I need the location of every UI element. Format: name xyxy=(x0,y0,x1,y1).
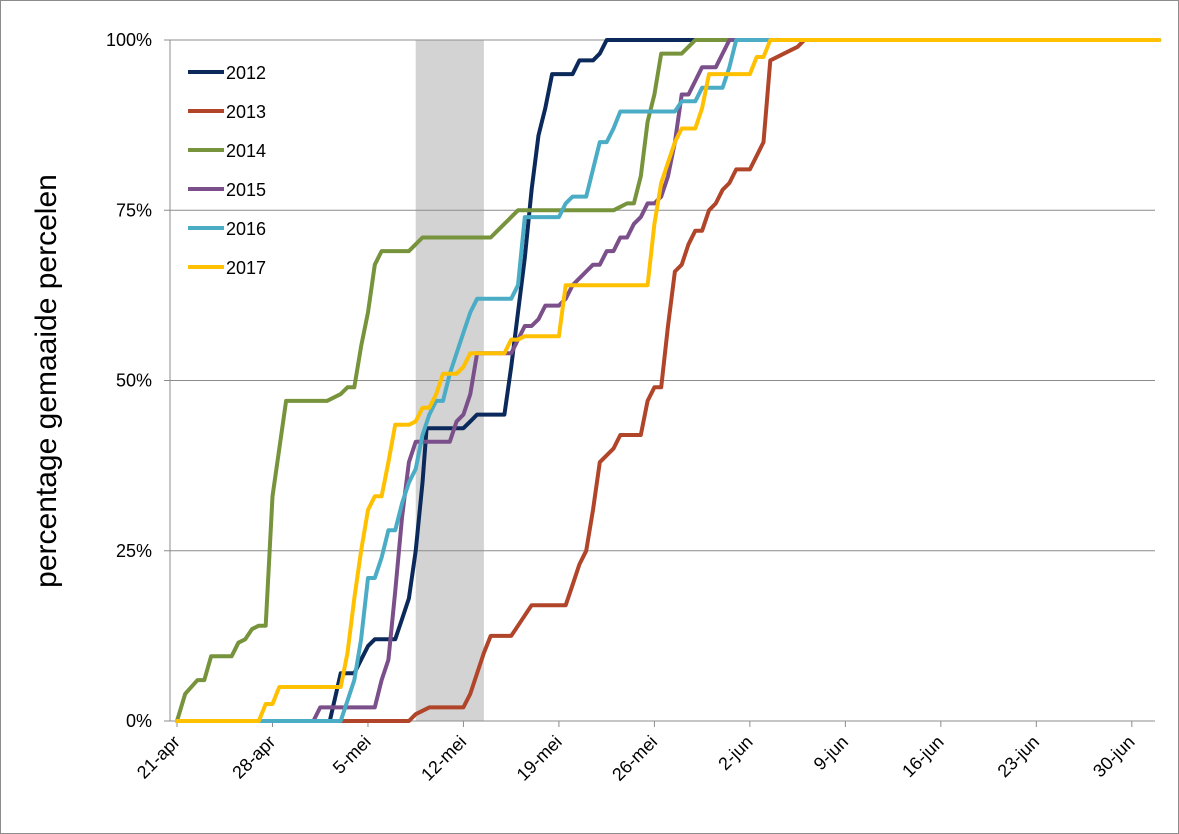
legend-label-2015: 2015 xyxy=(226,180,266,200)
x-tick-label: 16-jun xyxy=(898,732,948,782)
series-layer xyxy=(175,38,1162,723)
y-tick-label: 50% xyxy=(116,371,152,391)
legend-label-2017: 2017 xyxy=(226,258,266,278)
y-tick-label: 25% xyxy=(116,541,152,561)
y-axis-title: percentage gemaaide percelen xyxy=(30,174,63,588)
x-tick-label: 2-jun xyxy=(714,732,756,774)
x-tick-label: 9-jun xyxy=(810,732,852,774)
series-line-2013 xyxy=(175,38,1162,723)
series-line-2014 xyxy=(175,38,1162,723)
y-tick-label: 0% xyxy=(126,711,152,731)
series-line-2016 xyxy=(175,38,1162,723)
legend-label-2013: 2013 xyxy=(226,102,266,122)
x-tick-label: 23-jun xyxy=(994,732,1044,782)
gridline-layer xyxy=(170,39,1155,552)
series-line-2012 xyxy=(327,38,1162,723)
legend: 2012 2013 2014 2015 2016 2017 xyxy=(188,63,266,278)
legend-label-2016: 2016 xyxy=(226,219,266,239)
y-tick-label: 75% xyxy=(116,200,152,220)
x-tick-label: 5-mei xyxy=(329,732,375,778)
x-tick-label: 26-mei xyxy=(608,732,661,785)
x-tick-label: 21-apr xyxy=(133,732,184,783)
legend-label-2012: 2012 xyxy=(226,63,266,83)
x-tick-label: 12-mei xyxy=(417,732,470,785)
y-tick-label: 100% xyxy=(106,30,152,50)
x-tick-label: 19-mei xyxy=(513,732,566,785)
legend-label-2014: 2014 xyxy=(226,141,266,161)
x-tick-label: 30-jun xyxy=(1089,732,1139,782)
series-line-2017 xyxy=(175,38,1162,723)
x-tick-label: 28-apr xyxy=(228,732,279,783)
